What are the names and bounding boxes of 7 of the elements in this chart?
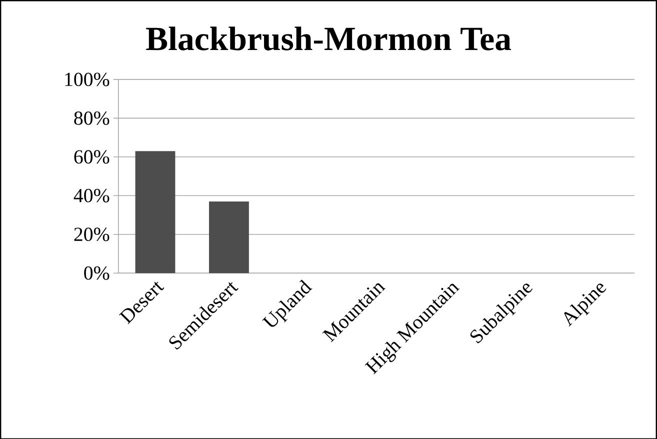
- chart-title: Blackbrush-Mormon Tea: [146, 26, 512, 50]
- y-tick-label: 20%: [74, 227, 110, 241]
- y-tick-label: 40%: [74, 188, 110, 202]
- y-tick-label: 60%: [74, 150, 110, 164]
- y-tick-label: 0%: [84, 266, 110, 280]
- y-tick-label: 80%: [74, 111, 110, 125]
- y-tick-label: 100%: [65, 72, 110, 86]
